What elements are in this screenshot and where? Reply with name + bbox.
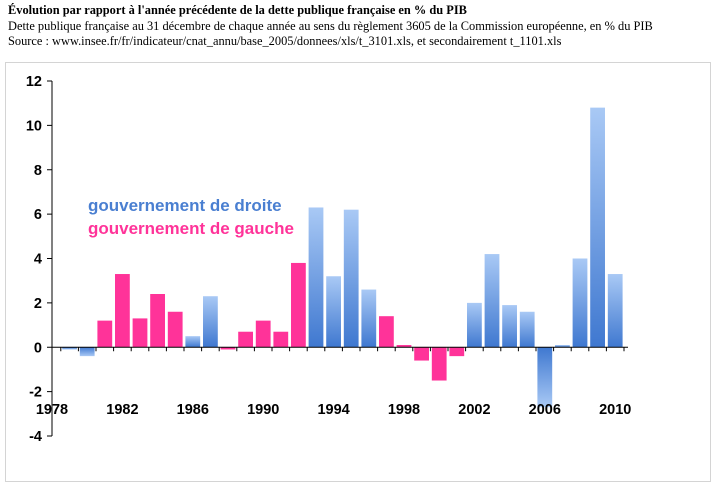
bar-1986 [185,336,201,348]
bar-1980 [79,347,95,357]
bar-2006 [537,347,553,408]
y-tick-label-8: 8 [34,163,42,179]
x-tick-label-2010: 2010 [599,402,631,418]
bar-1995 [343,209,359,348]
bar-2004 [502,305,517,348]
x-tick-label-2002: 2002 [458,402,490,418]
bar-1979 [62,347,77,350]
bar-1991 [273,331,289,348]
chart-header: Évolution par rapport à l'année précéden… [8,3,713,50]
y-tick-label--4: -4 [29,429,42,445]
bar-1996 [361,289,377,348]
y-tick-label-0: 0 [34,340,42,356]
x-tick-label-1986: 1986 [177,402,209,418]
chart-source: Source : www.insee.fr/fr/indicateur/cnat… [8,34,562,48]
bar-1984 [150,294,165,348]
axes-layer: -4 -2 0 2 4 6 8 10 12 1978 1982 1986 1990 1994 1998 200… [26,74,631,445]
bar-1999 [414,347,429,361]
bar-2007 [555,345,570,348]
x-tick-label-1978: 1978 [36,402,68,418]
bar-2001 [449,347,465,357]
bars-layer [62,107,623,408]
bar-1994 [326,276,341,348]
bar-2003 [484,254,500,348]
y-tick-label-12: 12 [26,74,42,90]
x-tick-label-2006: 2006 [529,402,561,418]
bar-2009 [590,107,605,348]
x-tick-label-1982: 1982 [106,402,138,418]
legend-droite: gouvernement de droite [88,196,282,215]
y-tick-label-10: 10 [26,118,42,134]
x-tick-label-1990: 1990 [247,402,279,418]
y-tick-label-4: 4 [34,252,42,268]
bar-1989 [238,331,253,348]
chart-frame [5,62,711,482]
bar-2008 [572,258,588,348]
bar-2002 [467,302,482,348]
x-tick-label-1998: 1998 [388,402,420,418]
y-tick-label--2: -2 [29,385,42,401]
bar-1997 [379,316,394,348]
bar-1993 [308,207,324,348]
y-tick-label-6: 6 [34,207,42,223]
bar-1981 [97,320,113,348]
bar-1987 [203,296,218,348]
bar-1992 [291,262,306,348]
bar-1985 [167,311,183,348]
bar-1998 [396,345,412,348]
bar-1983 [132,318,148,348]
chart-subtitle: Dette publique française au 31 décembre … [8,18,653,33]
bar-1982 [115,274,130,348]
legend: gouvernement de droite gouvernement de g… [88,196,294,238]
bar-2010 [607,274,623,348]
chart-title: Évolution par rapport à l'année précéden… [8,3,467,17]
bar-1990 [255,320,271,348]
legend-gauche: gouvernement de gauche [88,219,294,238]
bar-1988 [220,347,236,350]
y-tick-label-2: 2 [34,296,42,312]
x-tick-label-1994: 1994 [317,402,349,418]
bar-2005 [519,311,535,348]
bar-2000 [431,347,447,381]
